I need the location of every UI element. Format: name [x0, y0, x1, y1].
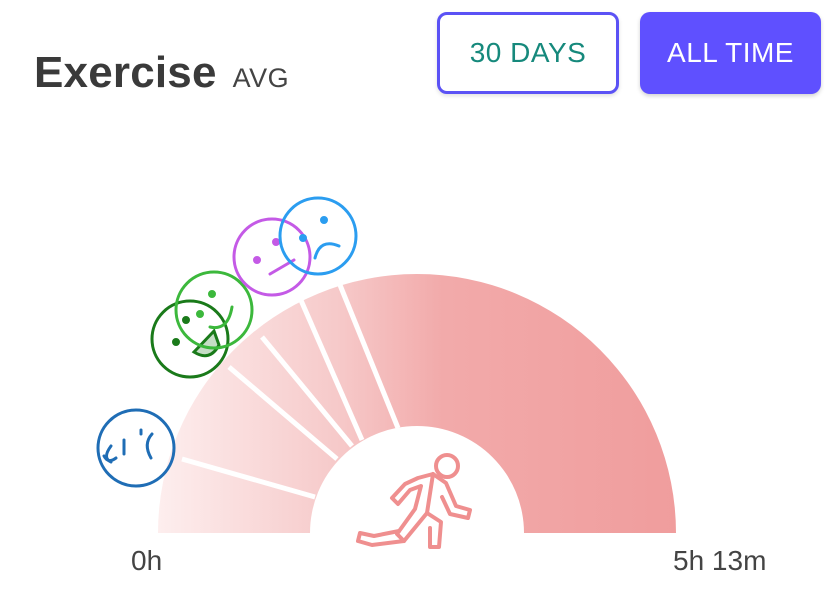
all-time-button[interactable]: ALL TIME	[640, 12, 821, 94]
running-person-icon	[356, 453, 472, 549]
gauge-divider	[297, 296, 365, 442]
crying-face-icon	[96, 408, 176, 488]
gauge-divider	[227, 365, 339, 461]
page-title: Exercise	[34, 48, 217, 97]
header: Exercise AVG	[34, 48, 289, 98]
sad-face-icon	[278, 196, 358, 276]
gauge-arc	[158, 274, 676, 533]
laughing-face-icon	[150, 299, 230, 379]
gauge-dividers	[181, 284, 401, 500]
avg-label: AVG	[232, 63, 290, 93]
gauge-divider	[337, 284, 401, 429]
gauge-divider	[181, 456, 316, 500]
gauge-divider	[260, 335, 354, 448]
gauge-max-label: 5h 13m	[673, 545, 767, 576]
happy-face-icon	[174, 270, 254, 350]
neutral-face-icon	[232, 217, 312, 297]
gauge-min-label: 0h	[131, 545, 163, 576]
30-days-button[interactable]: 30 DAYS	[437, 12, 619, 94]
